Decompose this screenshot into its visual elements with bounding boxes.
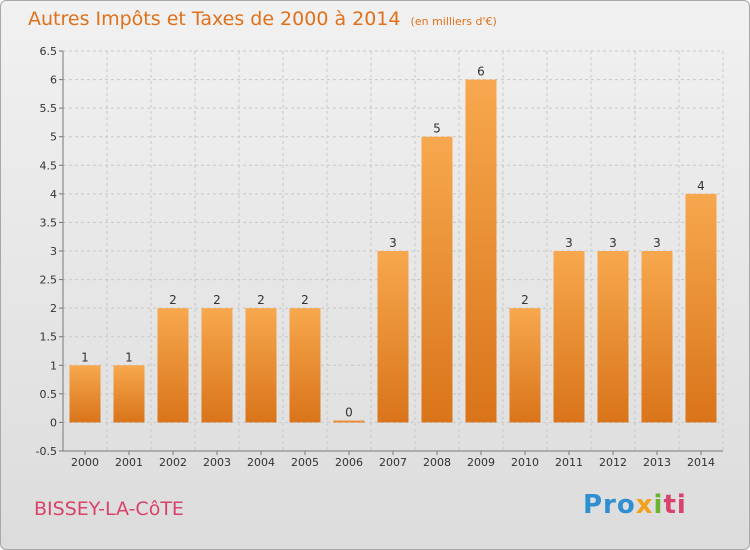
y-tick-label: 3.5 (40, 216, 58, 229)
x-tick-label: 2005 (291, 456, 319, 469)
bar (421, 136, 453, 423)
data-label: 3 (389, 236, 397, 250)
proxiti-logo[interactable]: Proxiti (583, 490, 687, 520)
axes: -0.5 0 0.5 1 1.5 2 2.5 3 3.5 4 4.5 5 5.5 6 6.5 2000 2001… (36, 45, 723, 469)
chart-title-text: Autres Impôts et Taxes de 2000 à 2014 (28, 8, 401, 30)
data-label: 4 (697, 179, 705, 193)
y-tick-label: 0 (50, 416, 57, 429)
town-name: BISSEY-LA-CôTE (34, 498, 184, 520)
x-tick-label: 2007 (379, 456, 407, 469)
bar (113, 365, 145, 423)
y-tick-label: 4 (50, 188, 57, 201)
bar (377, 251, 409, 423)
bar (553, 251, 585, 423)
logo-part: Pro (583, 490, 636, 520)
data-label: 2 (213, 293, 221, 307)
y-tick-label: 2 (50, 302, 57, 315)
logo-part: ti (663, 490, 687, 520)
bars (69, 79, 717, 423)
bar (289, 308, 321, 423)
x-tick-label: 2012 (599, 456, 627, 469)
data-label: 3 (565, 236, 573, 250)
data-label: 6 (477, 65, 485, 79)
data-label: 3 (653, 236, 661, 250)
bar (201, 308, 233, 423)
x-tick-label: 2004 (247, 456, 275, 469)
data-label: 3 (609, 236, 617, 250)
x-tick-label: 2006 (335, 456, 363, 469)
chart-unit: (en milliers d'€) (410, 15, 497, 28)
data-label: 2 (521, 293, 529, 307)
data-label: 5 (433, 122, 441, 136)
bar (157, 308, 189, 423)
bar (333, 420, 365, 423)
y-tick-label: 0.5 (40, 388, 58, 401)
x-tick-label: 2014 (687, 456, 715, 469)
x-tick-label: 2013 (643, 456, 671, 469)
y-tick-label: 2.5 (40, 274, 58, 287)
x-tick-label: 2001 (115, 456, 143, 469)
data-label: 1 (125, 350, 133, 364)
data-label: 0 (345, 405, 353, 419)
x-tick-label: 2008 (423, 456, 451, 469)
bar (597, 251, 629, 423)
bar (69, 365, 101, 423)
x-tick-label: 2009 (467, 456, 495, 469)
logo-part: i (653, 490, 664, 520)
data-labels: 1 1 2 2 2 2 0 3 5 6 2 3 3 3 4 (81, 65, 705, 420)
y-tick-label: 6.5 (40, 45, 58, 58)
bar (465, 79, 497, 423)
bar (641, 251, 673, 423)
y-tick-label: 5.5 (40, 102, 58, 115)
x-tick-label: 2000 (71, 456, 99, 469)
data-label: 2 (301, 293, 309, 307)
logo-part: x (635, 490, 654, 520)
y-tick-label: 1.5 (40, 331, 58, 344)
chart-title: Autres Impôts et Taxes de 2000 à 2014 (e… (28, 8, 497, 30)
y-tick-label: 4.5 (40, 159, 58, 172)
bar (509, 308, 541, 423)
x-tick-label: 2003 (203, 456, 231, 469)
data-label: 2 (169, 293, 177, 307)
bar (245, 308, 277, 423)
y-tick-label: 3 (50, 245, 57, 258)
data-label: 1 (81, 350, 89, 364)
data-label: 2 (257, 293, 265, 307)
x-tick-label: 2011 (555, 456, 583, 469)
x-tick-label: 2010 (511, 456, 539, 469)
y-tick-label: 5 (50, 131, 57, 144)
bar (685, 193, 717, 423)
y-tick-label: 6 (50, 74, 57, 87)
x-tick-label: 2002 (159, 456, 187, 469)
y-tick-label: 1 (50, 359, 57, 372)
y-tick-label: -0.5 (36, 445, 57, 458)
